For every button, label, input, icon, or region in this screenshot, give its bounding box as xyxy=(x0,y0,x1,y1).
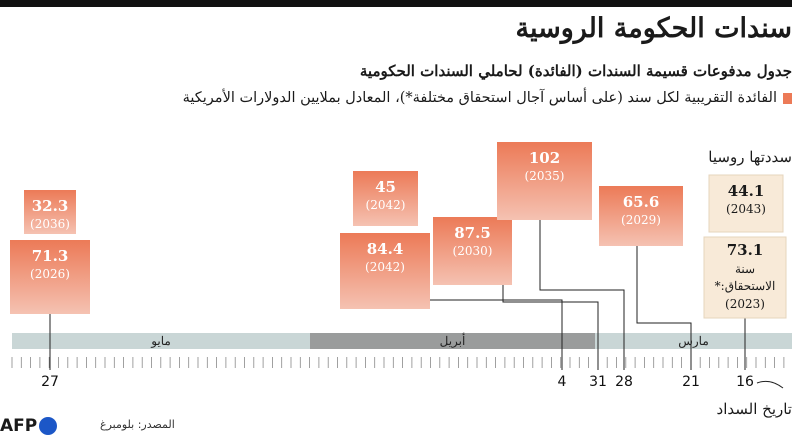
timeline-ticks xyxy=(11,357,785,368)
payment-year: (2029) xyxy=(621,213,661,227)
month-label: مارس xyxy=(678,334,709,348)
payment-box-rect xyxy=(10,240,90,314)
afp-logo-text: AFP xyxy=(0,416,38,436)
payment-value: 32.3 xyxy=(32,197,69,215)
chart-title: سندات الحكومة الروسية xyxy=(515,13,792,44)
source-note: المصدر: بلومبرغ xyxy=(100,418,175,431)
payment-value: 65.6 xyxy=(623,193,660,211)
date-tick-label: 28 xyxy=(615,374,633,390)
month-band xyxy=(310,333,595,349)
legend: الفائدة التقريبية لكل سند (على أساس آجال… xyxy=(183,88,792,108)
date-tick-label: 27 xyxy=(41,374,59,390)
month-label: مايو xyxy=(150,334,171,348)
month-band xyxy=(12,333,310,349)
payment-box-rect xyxy=(340,233,430,309)
payment-value: 84.4 xyxy=(367,240,404,258)
leader-lines xyxy=(49,220,746,370)
payment-value: 71.3 xyxy=(32,247,69,265)
payment-year: (2035) xyxy=(525,169,565,183)
month-label: أبريل xyxy=(440,333,466,348)
date-tick-label: 31 xyxy=(589,374,607,390)
leader-line xyxy=(539,220,625,370)
afp-logo: AFP xyxy=(0,416,58,436)
payment-date-label: تاريخ السداد xyxy=(716,400,792,418)
repaid-label: سددتها روسيا xyxy=(708,148,792,166)
date-tick-label: 21 xyxy=(682,374,700,390)
leader-line xyxy=(502,285,599,370)
payment-year-note: سنة xyxy=(735,262,755,276)
payment-box: 102 (2035) xyxy=(497,142,592,220)
date-tick-label: 16 xyxy=(736,374,754,390)
payment-year-note: الاستحقاق:* xyxy=(715,279,776,293)
payment-year: (2023) xyxy=(725,297,765,311)
payment-box: 44.1 (2043) xyxy=(708,174,784,233)
payment-box-rect xyxy=(353,171,418,226)
payment-value: 45 xyxy=(375,178,396,196)
payment-box-rect xyxy=(708,174,784,233)
payment-box: 73.1 سنة الاستحقاق:* (2023) xyxy=(703,236,787,319)
month-band xyxy=(595,333,792,349)
payment-box-rect xyxy=(433,217,512,285)
payment-box-rect xyxy=(24,190,76,234)
payment-box: 32.3 (2036) xyxy=(24,190,76,234)
date-tick-label: 4 xyxy=(558,374,567,390)
payment-box: 65.6 (2029) xyxy=(599,186,683,246)
date-label-pointer xyxy=(756,380,784,389)
timeline-band: مايو أبريل مارس xyxy=(12,333,792,349)
leader-line xyxy=(420,299,563,370)
legend-text: الفائدة التقريبية لكل سند (على أساس آجال… xyxy=(182,90,777,106)
chart-subtitle: جدول مدفوعات قسيمة السندات (الفائدة) لحا… xyxy=(359,62,792,80)
leader-line xyxy=(636,246,692,370)
payment-box: 45 (2042) xyxy=(353,171,418,226)
afp-logo-dot xyxy=(39,417,58,435)
payment-value: 73.1 xyxy=(727,241,764,259)
payment-year: (2026) xyxy=(30,267,70,281)
payment-box: 71.3 (2026) xyxy=(10,240,90,314)
legend-swatch xyxy=(783,92,792,104)
payment-box-rect xyxy=(599,186,683,246)
tick-labels: 27 4 31 28 21 16 xyxy=(41,374,784,390)
payment-value: 44.1 xyxy=(728,182,765,200)
payment-year: (2030) xyxy=(453,244,493,258)
payment-boxes: 71.3 (2026) 32.3 (2036) 84.4 (2042) 45 (2042) 87… xyxy=(10,142,787,319)
payment-box: 87.5 (2030) xyxy=(433,217,512,285)
top-bar xyxy=(0,0,792,7)
payment-value: 102 xyxy=(529,149,560,167)
payment-year: (2036) xyxy=(30,217,70,231)
payment-box: 84.4 (2042) xyxy=(340,233,430,309)
payment-box-rect xyxy=(703,236,787,319)
payment-year: (2042) xyxy=(365,260,405,274)
payment-year: (2042) xyxy=(366,198,406,212)
payment-year: (2043) xyxy=(726,202,766,216)
payment-box-rect xyxy=(497,142,592,220)
payment-value: 87.5 xyxy=(454,224,491,242)
